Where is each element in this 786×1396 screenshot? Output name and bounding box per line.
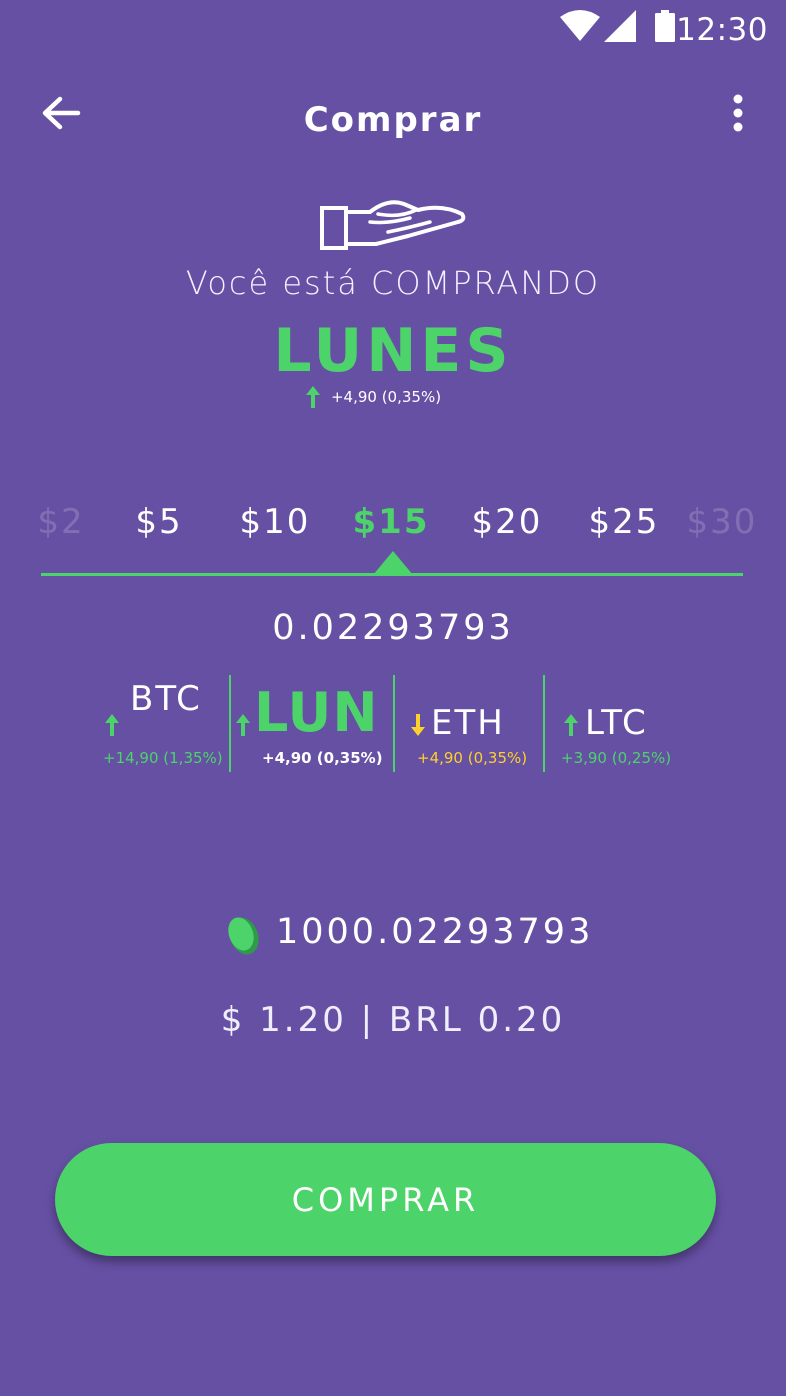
amount-option-20[interactable]: $20 bbox=[471, 502, 543, 542]
amount-option-10[interactable]: $10 bbox=[239, 502, 311, 542]
more-vert-icon bbox=[733, 94, 743, 132]
cell-signal-icon bbox=[604, 10, 636, 42]
ticker-divider bbox=[229, 675, 231, 772]
page-title: Comprar bbox=[303, 100, 483, 140]
hand-offering-icon bbox=[320, 200, 466, 250]
coin-change: +4,90 (0,35%) bbox=[0, 385, 786, 409]
ticker-symbol: LUN bbox=[254, 681, 379, 744]
selected-coin-name: LUNES bbox=[273, 316, 513, 386]
ticker-eth[interactable]: ETH +4,90 (0,35%) bbox=[404, 675, 539, 772]
amount-option-25[interactable]: $25 bbox=[588, 502, 660, 542]
ticker-symbol: LTC bbox=[585, 703, 648, 743]
arrow-up-icon bbox=[564, 714, 578, 736]
fiat-value: $ 1.20 | BRL 0.20 bbox=[220, 1000, 566, 1040]
ticker-change: +3,90 (0,25%) bbox=[561, 749, 672, 767]
amount-option-30[interactable]: $30 bbox=[686, 502, 758, 542]
ticker-lun[interactable]: LUN +4,90 (0,35%) bbox=[234, 675, 384, 772]
back-arrow-icon bbox=[42, 96, 81, 130]
ticker-change: +14,90 (1,35%) bbox=[103, 749, 223, 767]
conversion-value: 0.02293793 bbox=[272, 608, 514, 648]
picker-pointer bbox=[373, 551, 413, 575]
coin-balance: 1000.02293793 bbox=[276, 912, 594, 952]
coin-change-text: +4,90 (0,35%) bbox=[330, 388, 442, 406]
arrow-up-icon bbox=[105, 714, 119, 736]
ticker-divider bbox=[393, 675, 395, 772]
ticker-change: +4,90 (0,35%) bbox=[417, 749, 528, 767]
amount-option-15-selected[interactable]: $15 bbox=[352, 502, 430, 542]
buy-button[interactable]: COMPRAR bbox=[55, 1143, 716, 1256]
amount-option-2[interactable]: $2 bbox=[37, 502, 85, 542]
wifi-icon bbox=[560, 10, 600, 41]
back-button[interactable] bbox=[36, 90, 86, 140]
ticker-btc[interactable]: BTC +14,90 (1,35%) bbox=[100, 675, 223, 772]
ticker-ltc[interactable]: LTC +3,90 (0,25%) bbox=[555, 675, 675, 772]
lunes-coin-icon bbox=[228, 917, 259, 955]
ticker-divider bbox=[543, 675, 545, 772]
amount-option-5[interactable]: $5 bbox=[135, 502, 183, 542]
status-time: 12:30 bbox=[676, 12, 768, 48]
battery-icon bbox=[655, 10, 675, 42]
ticker-symbol: ETH bbox=[431, 703, 505, 743]
buying-subtitle: Você está COMPRANDO bbox=[185, 264, 601, 302]
more-options-button[interactable] bbox=[722, 92, 754, 138]
picker-track bbox=[41, 573, 743, 576]
arrow-down-icon bbox=[411, 714, 425, 736]
status-bar: 12:30 bbox=[0, 0, 786, 60]
ticker-change: +4,90 (0,35%) bbox=[262, 749, 383, 767]
arrow-up-icon bbox=[305, 386, 320, 408]
ticker-symbol: BTC bbox=[130, 679, 202, 719]
arrow-up-icon bbox=[236, 714, 250, 736]
